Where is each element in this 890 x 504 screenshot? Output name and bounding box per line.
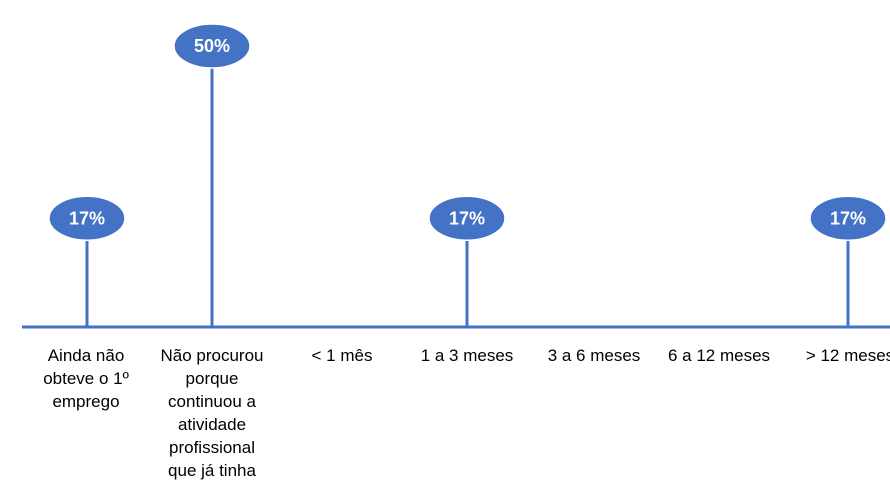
category-label-1: Não procurou porque continuou a atividade pr… bbox=[160, 346, 263, 480]
data-point-bubble-6 bbox=[809, 195, 887, 242]
data-label-1: 50% bbox=[194, 36, 230, 56]
data-point-bubble-3 bbox=[428, 195, 506, 242]
bubbles-group: 17% 50% 17% 17% bbox=[48, 23, 887, 242]
data-label-0: 17% bbox=[69, 208, 105, 228]
category-labels-group: Ainda não obteve o 1º emprego Não procurou p… bbox=[43, 346, 890, 480]
data-label-3: 17% bbox=[449, 208, 485, 228]
category-label-6: > 12 meses bbox=[806, 346, 890, 365]
data-point-bubble-0 bbox=[48, 195, 126, 242]
category-label-2: < 1 mês bbox=[312, 346, 373, 365]
category-label-5: 6 a 12 meses bbox=[668, 346, 770, 365]
category-label-0: Ainda não obteve o 1º emprego bbox=[43, 346, 129, 411]
category-label-4: 3 a 6 meses bbox=[548, 346, 641, 365]
category-label-3: 1 a 3 meses bbox=[421, 346, 514, 365]
data-label-6: 17% bbox=[830, 208, 866, 228]
data-point-bubble-1 bbox=[173, 23, 251, 69]
stems-group bbox=[85, 66, 850, 327]
